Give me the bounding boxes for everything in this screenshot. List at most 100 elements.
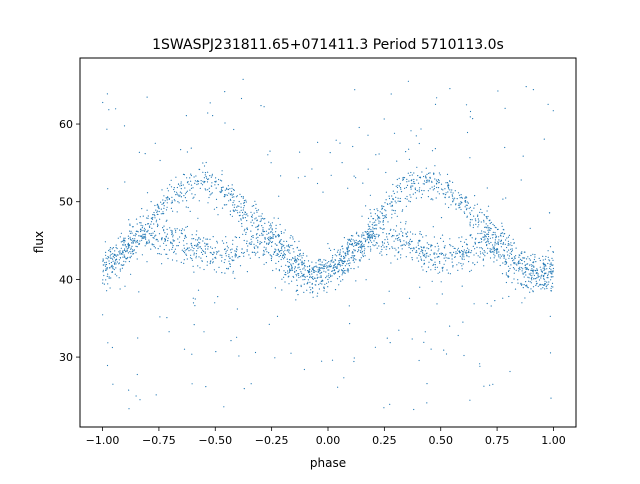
data-point xyxy=(470,269,472,271)
data-point xyxy=(328,273,330,275)
data-point xyxy=(393,235,395,237)
data-point xyxy=(180,183,182,185)
data-point xyxy=(299,268,301,271)
data-point xyxy=(134,240,136,242)
data-point xyxy=(204,174,206,176)
data-point xyxy=(446,173,449,175)
data-point xyxy=(508,257,510,259)
data-point xyxy=(509,267,511,270)
data-point xyxy=(502,235,504,237)
data-point xyxy=(129,236,131,238)
data-point xyxy=(198,200,200,202)
data-point xyxy=(193,252,195,254)
data-point xyxy=(153,214,155,216)
data-point xyxy=(507,275,509,277)
data-point xyxy=(112,253,114,255)
data-point xyxy=(306,289,308,291)
data-point xyxy=(209,261,211,263)
data-point xyxy=(271,228,273,230)
data-point xyxy=(166,202,168,204)
data-point xyxy=(314,270,316,272)
data-point xyxy=(252,235,254,237)
data-point xyxy=(285,271,287,274)
data-point xyxy=(323,290,325,292)
data-point xyxy=(109,287,111,289)
data-point xyxy=(353,240,355,242)
data-point xyxy=(437,245,439,247)
data-point xyxy=(535,272,537,275)
data-point xyxy=(253,246,255,248)
data-point xyxy=(349,243,351,245)
data-point xyxy=(476,203,478,205)
data-point xyxy=(150,217,152,219)
data-point xyxy=(159,316,161,318)
data-point xyxy=(286,258,288,260)
data-point xyxy=(180,232,182,234)
data-point xyxy=(265,230,267,232)
data-point xyxy=(109,250,111,252)
data-point xyxy=(328,247,330,249)
data-point xyxy=(255,252,257,254)
data-point xyxy=(411,240,413,242)
data-point xyxy=(287,272,289,274)
data-point xyxy=(167,190,169,192)
data-point xyxy=(456,198,458,200)
data-point xyxy=(537,276,539,278)
data-point xyxy=(480,238,483,240)
data-point xyxy=(363,250,365,252)
data-point xyxy=(289,252,291,254)
data-point xyxy=(469,223,471,225)
data-point xyxy=(529,264,531,266)
data-point xyxy=(484,255,486,257)
x-tick-label: 0.00 xyxy=(316,434,341,447)
data-point xyxy=(221,254,223,256)
data-point xyxy=(277,217,279,219)
data-point xyxy=(154,247,156,249)
data-point xyxy=(306,283,308,285)
data-point xyxy=(111,271,113,273)
data-point xyxy=(102,271,104,273)
data-point xyxy=(304,175,306,177)
data-point xyxy=(542,255,544,257)
data-point xyxy=(354,244,356,246)
data-point xyxy=(228,256,230,258)
data-point xyxy=(359,246,361,248)
data-point xyxy=(195,253,197,255)
data-point xyxy=(507,270,510,272)
data-point xyxy=(202,250,205,252)
data-point xyxy=(535,270,537,272)
data-point xyxy=(191,383,193,385)
data-point xyxy=(382,224,384,226)
data-point xyxy=(483,265,485,267)
data-point xyxy=(276,315,279,317)
data-point xyxy=(191,234,193,236)
data-point xyxy=(456,252,458,254)
data-point xyxy=(114,250,116,252)
data-point xyxy=(509,370,511,373)
data-point xyxy=(339,142,341,144)
data-point xyxy=(319,258,321,261)
data-point xyxy=(124,248,126,250)
data-point xyxy=(309,275,311,277)
data-point xyxy=(440,237,442,239)
data-point xyxy=(139,216,141,218)
data-point xyxy=(107,283,109,285)
data-point xyxy=(124,237,126,239)
data-point xyxy=(242,233,244,235)
data-point xyxy=(136,230,138,232)
data-point xyxy=(540,270,543,272)
data-point xyxy=(293,251,295,253)
data-point xyxy=(142,233,144,235)
data-point xyxy=(204,242,206,244)
data-point xyxy=(515,263,517,265)
data-point xyxy=(347,246,350,248)
data-point xyxy=(410,130,412,132)
data-point xyxy=(434,103,437,105)
data-point xyxy=(347,253,349,255)
data-point xyxy=(270,241,273,244)
data-point xyxy=(217,214,219,216)
data-point xyxy=(443,263,445,265)
data-point xyxy=(489,248,491,250)
data-point xyxy=(526,263,528,265)
data-point xyxy=(365,239,367,242)
